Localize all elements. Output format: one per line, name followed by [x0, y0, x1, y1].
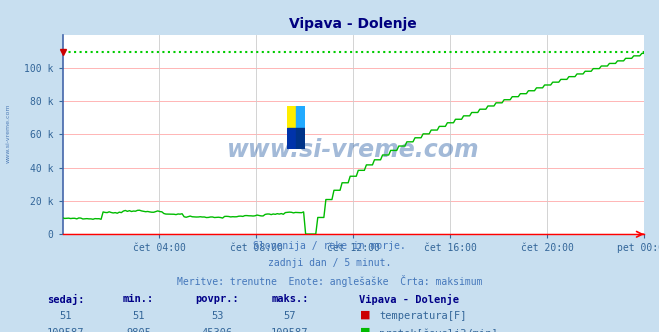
Text: temperatura[F]: temperatura[F] [379, 311, 467, 321]
Text: Slovenija / reke in morje.: Slovenija / reke in morje. [253, 241, 406, 251]
Bar [287, 128, 296, 149]
Bar [296, 128, 305, 149]
Text: sedaj:: sedaj: [47, 294, 84, 305]
Text: Vipava - Dolenje: Vipava - Dolenje [359, 294, 459, 305]
Title: Vipava - Dolenje: Vipava - Dolenje [289, 17, 417, 31]
Text: 51: 51 [132, 311, 144, 321]
Text: zadnji dan / 5 minut.: zadnji dan / 5 minut. [268, 258, 391, 268]
Text: maks.:: maks.: [272, 294, 308, 304]
Text: pretok[čevelj3/min]: pretok[čevelj3/min] [379, 328, 498, 332]
Text: povpr.:: povpr.: [196, 294, 239, 304]
Bar [287, 106, 296, 128]
Text: 45306: 45306 [202, 328, 233, 332]
Text: 9805: 9805 [126, 328, 151, 332]
Text: Meritve: trenutne  Enote: anglešaške  Črta: maksimum: Meritve: trenutne Enote: anglešaške Črta… [177, 275, 482, 287]
Text: 57: 57 [284, 311, 296, 321]
Text: 53: 53 [212, 311, 223, 321]
Text: ■: ■ [360, 326, 370, 332]
Text: min.:: min.: [123, 294, 154, 304]
Text: ■: ■ [360, 310, 370, 320]
Text: 109587: 109587 [47, 328, 84, 332]
Text: 109587: 109587 [272, 328, 308, 332]
Bar [296, 106, 305, 128]
Text: 51: 51 [60, 311, 72, 321]
Text: www.si-vreme.com: www.si-vreme.com [5, 103, 11, 163]
Text: www.si-vreme.com: www.si-vreme.com [227, 138, 480, 162]
